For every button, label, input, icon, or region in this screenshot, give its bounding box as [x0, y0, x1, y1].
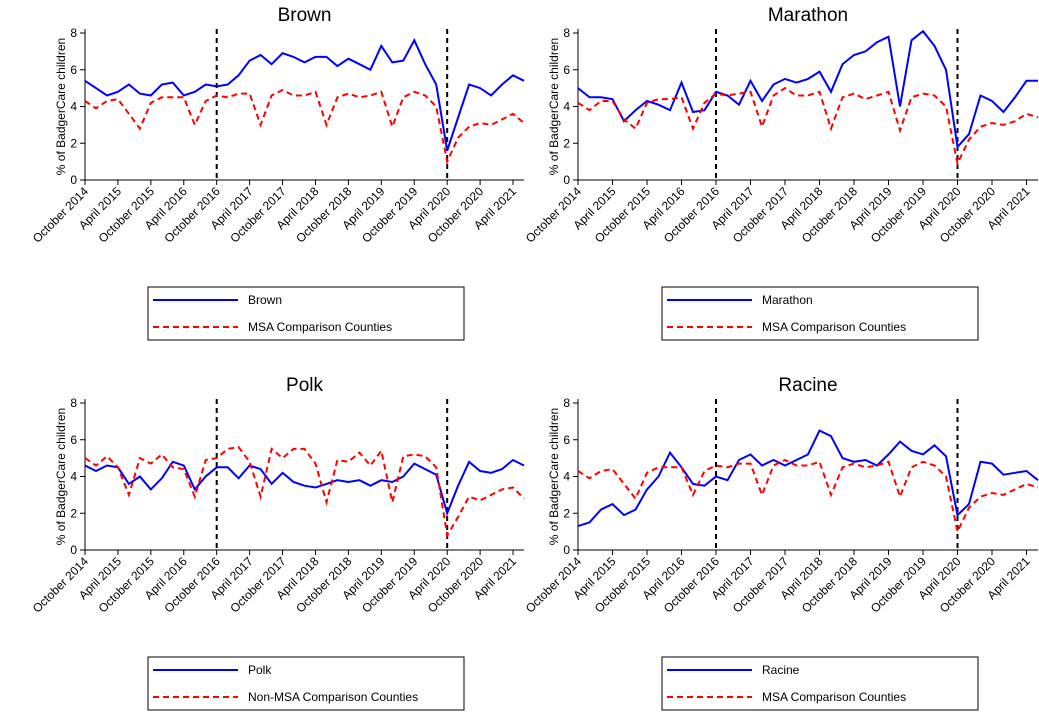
y-tick-label: 8	[70, 26, 77, 40]
series-line	[84, 88, 525, 165]
panel-title: Marathon	[768, 5, 848, 26]
y-tick-label: 2	[563, 136, 570, 150]
y-tick-label: 0	[563, 543, 570, 557]
y-tick-label: 0	[70, 543, 77, 557]
y-tick-label: 4	[70, 470, 77, 484]
y-tick-label: 4	[563, 100, 570, 114]
legend-label: MSA Comparison Counties	[248, 320, 392, 334]
y-axis-label: % of BadgerCare children	[547, 408, 561, 545]
legend-label: Non-MSA Comparison Counties	[248, 690, 418, 704]
y-tick-label: 6	[70, 63, 77, 77]
y-tick-label: 8	[563, 26, 570, 40]
series-line	[577, 29, 1038, 150]
y-tick-label: 2	[70, 136, 77, 150]
legend: Marathon MSA Comparison Counties	[661, 286, 979, 341]
legend-label: MSA Comparison Counties	[762, 320, 906, 334]
series-line	[84, 38, 525, 151]
legend: Racine MSA Comparison Counties	[661, 656, 979, 711]
series-line	[577, 429, 1039, 528]
legend-box	[147, 656, 465, 711]
y-tick-label: 0	[563, 173, 570, 187]
x-tick-label: October 2014	[523, 184, 585, 246]
y-tick-label: 4	[563, 470, 570, 484]
legend-label: MSA Comparison Counties	[762, 690, 906, 704]
legend-box	[661, 286, 979, 341]
y-axis-label: % of BadgerCare children	[54, 408, 68, 545]
legend-label: Racine	[762, 663, 800, 677]
y-tick-label: 0	[70, 173, 77, 187]
y-tick-label: 8	[70, 396, 77, 410]
legend: Polk Non-MSA Comparison Counties	[147, 656, 465, 711]
y-axis-label: % of BadgerCare children	[547, 38, 561, 175]
x-tick-label: October 2014	[30, 184, 92, 246]
y-tick-label: 2	[70, 506, 77, 520]
legend-label: Brown	[248, 293, 282, 307]
y-axis-label: % of BadgerCare children	[54, 38, 68, 175]
legend-box	[661, 656, 979, 711]
panel-title: Racine	[778, 375, 837, 396]
y-tick-label: 6	[563, 63, 570, 77]
y-tick-label: 6	[563, 433, 570, 447]
legend-label: Polk	[248, 663, 272, 677]
series-line	[577, 458, 1039, 535]
x-tick-label: October 2014	[30, 554, 92, 616]
y-tick-label: 4	[70, 100, 77, 114]
series-line	[84, 446, 525, 539]
series-line	[577, 86, 1039, 167]
y-tick-label: 8	[563, 396, 570, 410]
legend-label: Marathon	[762, 293, 813, 307]
y-tick-label: 6	[70, 433, 77, 447]
panel-title: Polk	[286, 375, 323, 396]
panel-title: Brown	[278, 5, 332, 26]
legend-box	[147, 286, 465, 341]
legend: Brown MSA Comparison Counties	[147, 286, 465, 341]
x-tick-label: October 2014	[523, 554, 585, 616]
series-line	[84, 458, 525, 517]
y-tick-label: 2	[563, 506, 570, 520]
